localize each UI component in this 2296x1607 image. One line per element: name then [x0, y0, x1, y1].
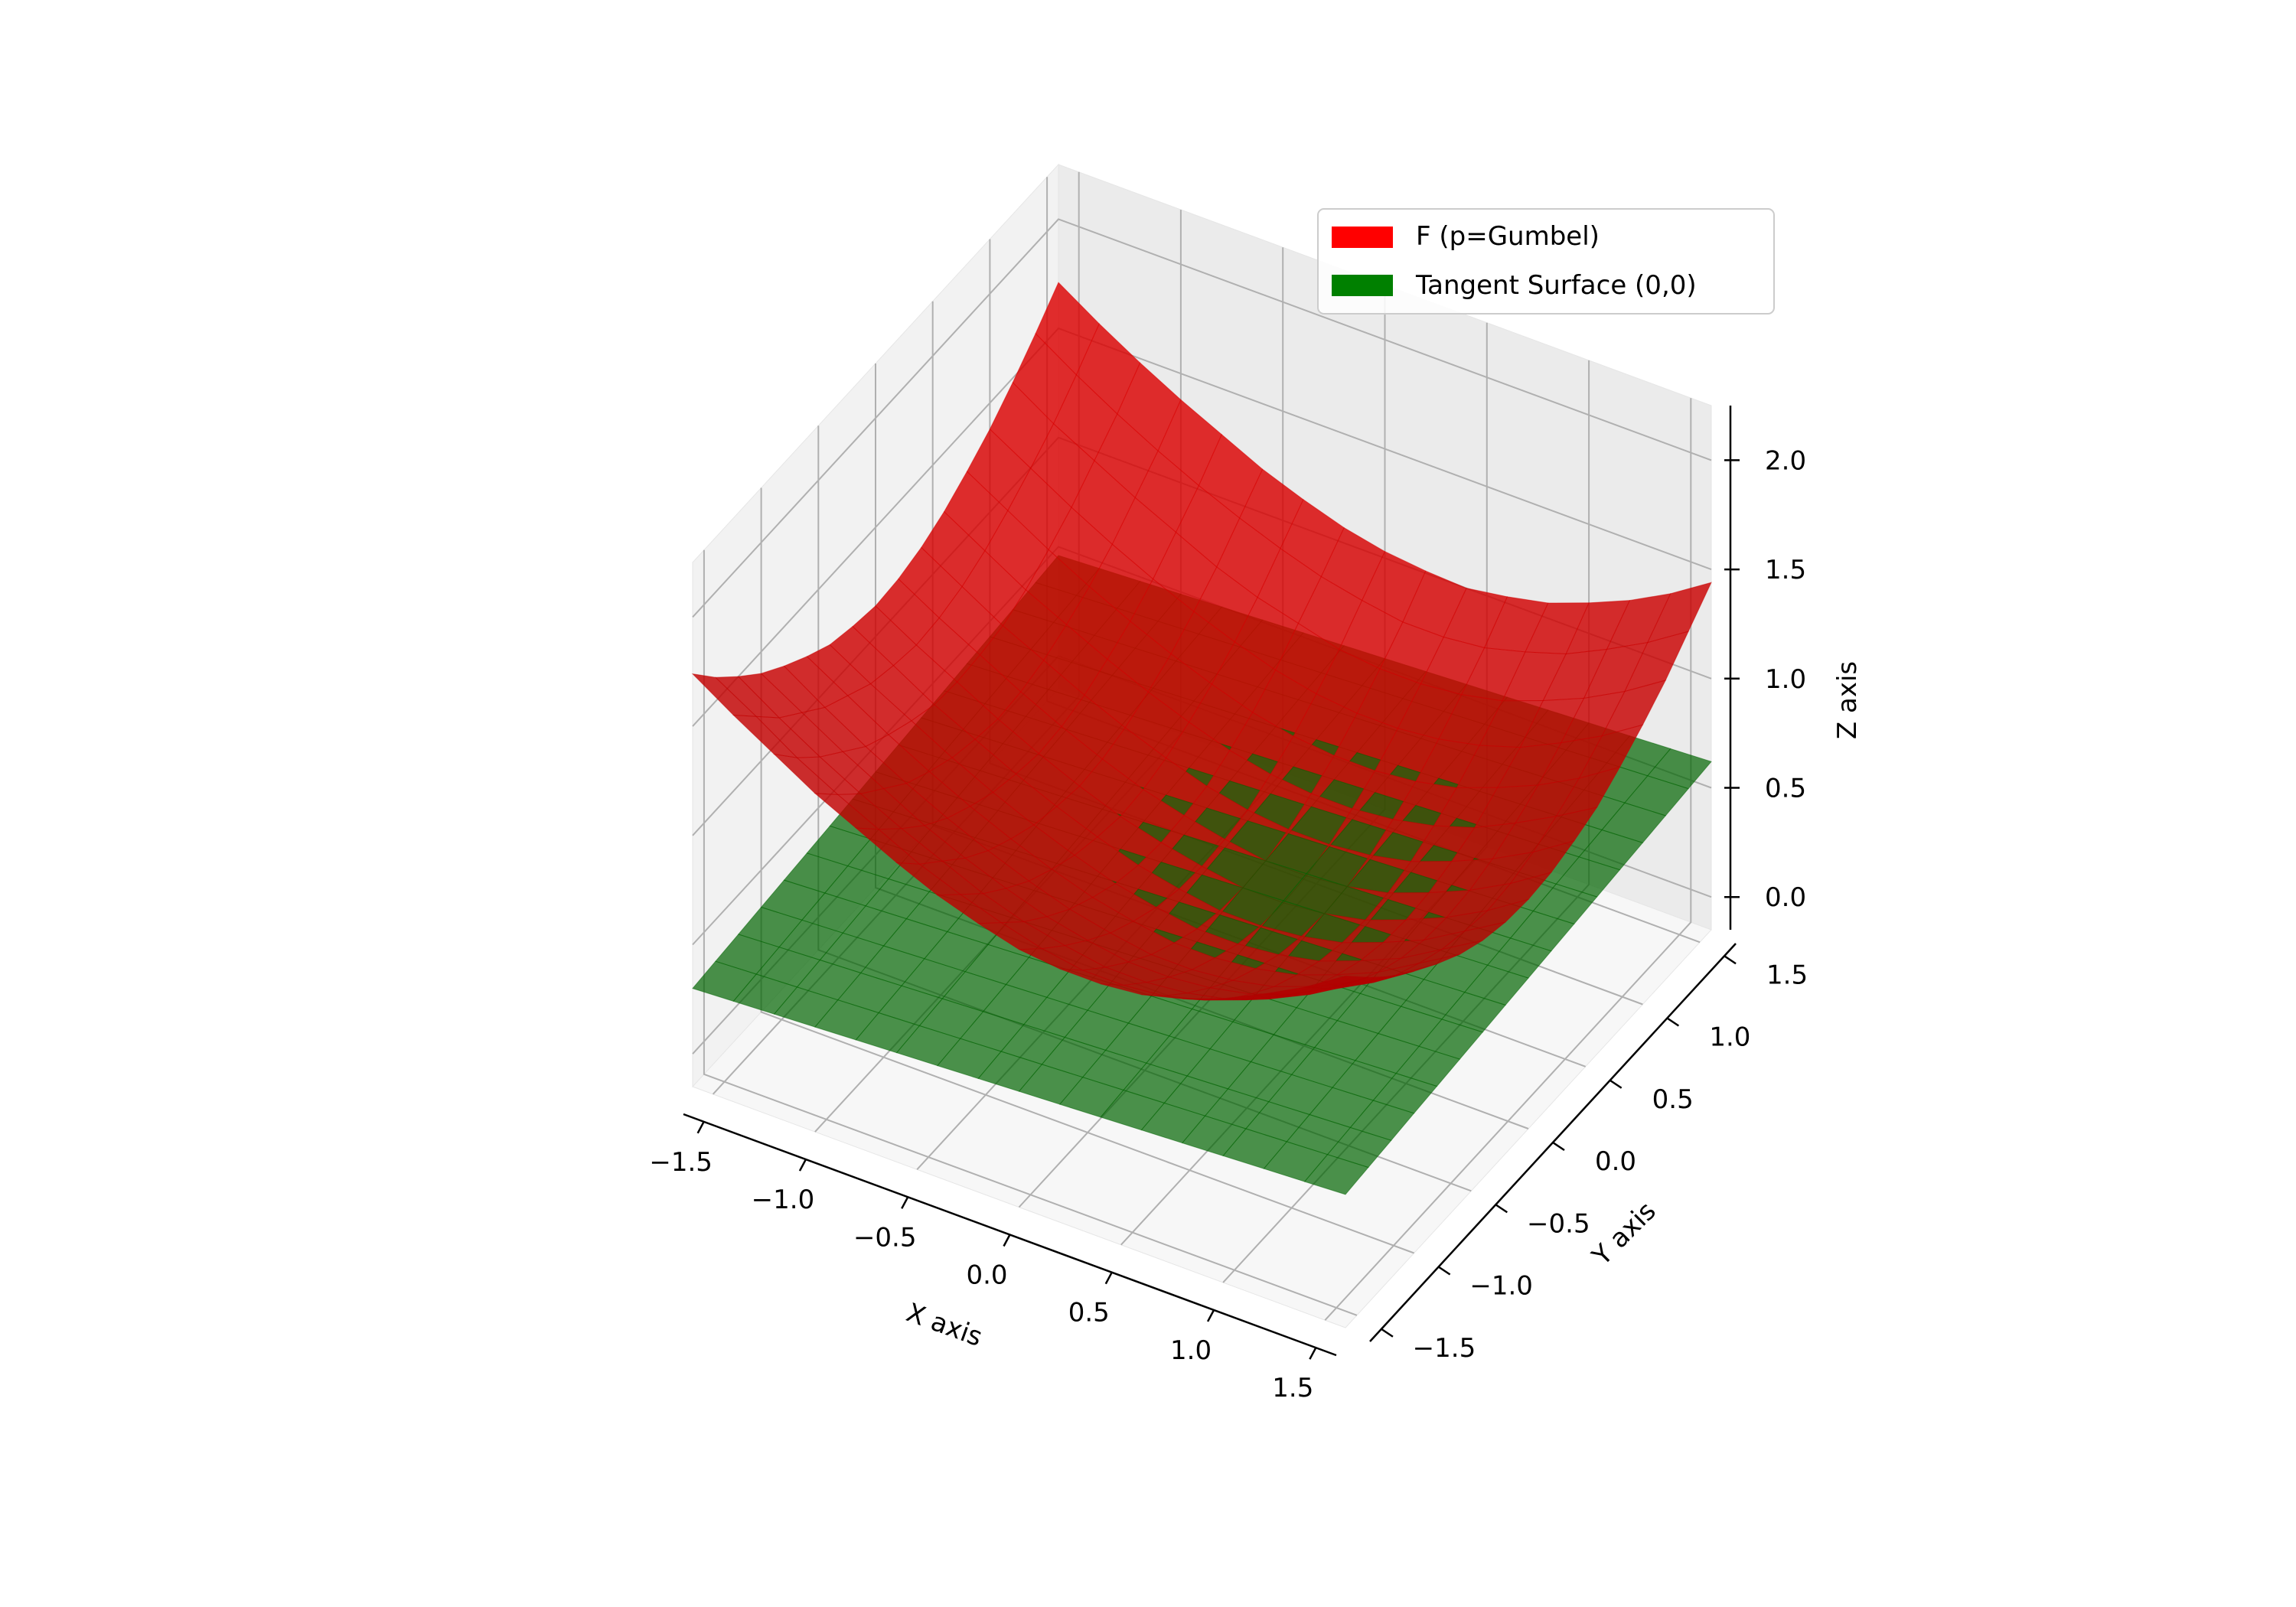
y-tick-mark — [1552, 1141, 1565, 1152]
x-tick-label: −1.5 — [649, 1147, 713, 1178]
x-tick-label: −1.0 — [752, 1185, 815, 1215]
surfaces — [691, 282, 1712, 1195]
surface-patch-tangent — [1303, 1154, 1369, 1195]
legend: F (p=Gumbel) Tangent Surface (0,0) — [1317, 208, 1775, 315]
grid-line-x — [1324, 398, 1692, 1321]
legend-swatch-f-gumbel — [1332, 227, 1393, 248]
x-tick-mark — [1309, 1347, 1317, 1360]
z-tick-label: 1.0 — [1765, 664, 1806, 695]
z-tick-label: 2.0 — [1765, 445, 1806, 476]
x-tick-label: 0.0 — [966, 1260, 1007, 1291]
y-tick-mark — [1666, 1017, 1680, 1027]
x-tick-label: 0.5 — [1068, 1298, 1110, 1328]
y-tick-label: 0.5 — [1652, 1084, 1694, 1115]
z-tick-label: 0.5 — [1765, 773, 1806, 804]
z-tick-label: 1.5 — [1765, 555, 1806, 585]
x-axis-label: X axis — [902, 1297, 987, 1353]
x-tick-label: 1.0 — [1170, 1335, 1212, 1366]
legend-frame — [1317, 208, 1775, 315]
z-axis-label: Z axis — [1832, 661, 1863, 739]
x-tick-mark — [1003, 1234, 1011, 1247]
legend-label-f-gumbel: F (p=Gumbel) — [1416, 221, 1600, 252]
y-tick-mark — [1609, 1079, 1623, 1089]
x-tick-mark — [901, 1196, 909, 1209]
y-tick-mark — [1437, 1266, 1451, 1276]
x-tick-mark — [1206, 1309, 1215, 1322]
x-tick-mark — [1104, 1272, 1113, 1285]
y-tick-label: 1.0 — [1709, 1022, 1750, 1053]
grid-line-y — [760, 487, 1414, 1254]
legend-swatch-tangent-surface — [1332, 275, 1393, 296]
y-tick-label: 1.5 — [1766, 960, 1808, 990]
x-tick-mark — [696, 1121, 705, 1134]
y-tick-label: −0.5 — [1527, 1208, 1590, 1239]
y-tick-label: −1.0 — [1469, 1271, 1533, 1302]
x-tick-label: −0.5 — [853, 1222, 917, 1253]
y-axis-label: Y axis — [1586, 1196, 1662, 1272]
x-tick-mark — [798, 1159, 807, 1172]
z-tick-label: 0.0 — [1765, 882, 1806, 913]
surface-patch-f — [1304, 975, 1369, 989]
y-tick-label: 0.0 — [1595, 1146, 1636, 1177]
y-tick-label: −1.5 — [1413, 1333, 1476, 1364]
axes — [683, 406, 1740, 1360]
tick-labels: −1.5−1.0−0.50.00.51.01.5−1.5−1.0−0.50.00… — [649, 445, 1808, 1403]
grid-line-y — [703, 549, 1358, 1316]
y-tick-mark — [1724, 955, 1737, 965]
y-tick-mark — [1381, 1328, 1394, 1338]
legend-label-tangent-surface: Tangent Surface (0,0) — [1415, 270, 1697, 301]
grid-line-z — [692, 218, 1712, 618]
y-tick-mark — [1495, 1204, 1508, 1214]
x-tick-label: 1.5 — [1272, 1373, 1313, 1403]
